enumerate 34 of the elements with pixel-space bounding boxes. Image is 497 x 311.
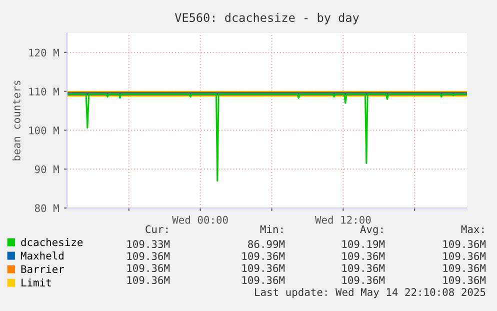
text: 109.33M [127, 240, 170, 248]
y-tick-label: 90 M [34, 165, 59, 174]
text: Last update: Wed May 14 22:10:08 2025 [255, 288, 486, 298]
legend-label: Limit [22, 278, 51, 286]
y-axis-title: bean counters [12, 80, 20, 160]
text: 86.99M [248, 240, 285, 248]
y-tick-label: 80 M [34, 204, 59, 212]
legend-label: dcachesize [21, 238, 83, 246]
text: Avg: [360, 225, 383, 236]
text: 109.36M [127, 252, 170, 260]
text: 109.36M [242, 276, 285, 284]
legend-label: Maxheld [20, 251, 64, 260]
x-tick-label: Wed 00:00 [172, 216, 228, 224]
text: 109.36M [342, 252, 385, 260]
text: 109.36M [342, 276, 385, 284]
text: Min: [260, 225, 283, 233]
text: 109.36M [342, 264, 385, 272]
legend-label: Barrier [21, 264, 64, 274]
text: 109.36M [242, 252, 285, 260]
y-tick-label: 120 M [29, 48, 59, 57]
text: 109.36M [127, 276, 170, 284]
text: 109.36M [443, 264, 486, 272]
text: 109.36M [443, 252, 486, 260]
chart-title: VE560: dcachesize - by day [174, 12, 359, 24]
text: 109.36M [242, 264, 285, 272]
text: 109.36M [127, 264, 170, 272]
y-tick-label: 110 M [29, 88, 59, 96]
text: Cur: [146, 225, 168, 234]
x-tick-label: Wed 12:00 [314, 216, 371, 224]
text: 109.36M [443, 276, 486, 284]
text: 109.36M [443, 240, 486, 248]
text: 109.19M [342, 240, 385, 248]
text: Max: [461, 225, 484, 234]
y-tick-label: 100 M [29, 126, 59, 134]
